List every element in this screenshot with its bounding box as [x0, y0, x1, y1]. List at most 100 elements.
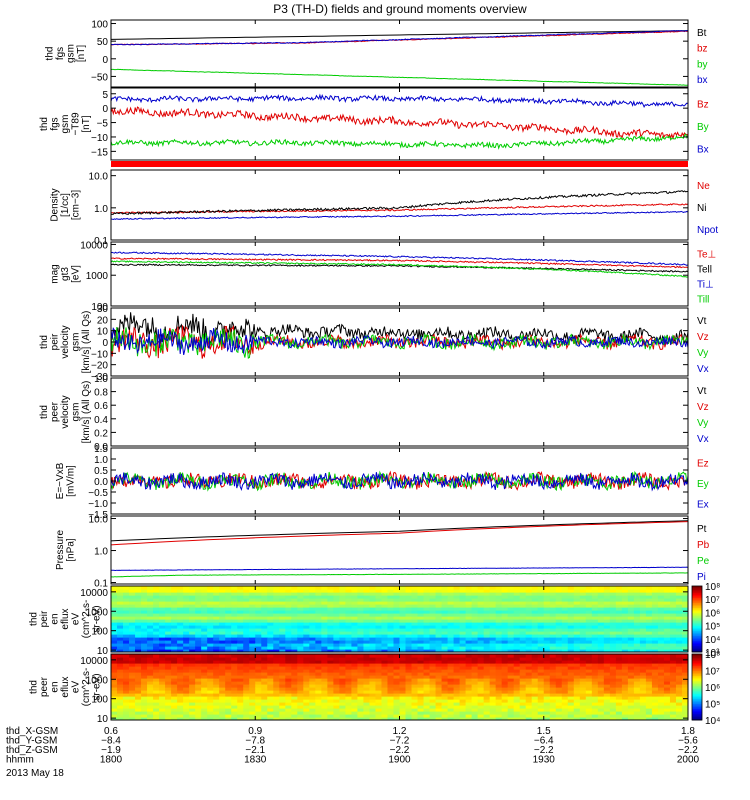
- spectrogram-cell: [603, 663, 611, 667]
- spectrogram-cell: [597, 684, 605, 688]
- spectrogram-cell: [249, 637, 256, 641]
- spectrogram-cell: [357, 595, 365, 599]
- spectrogram-cell: [585, 595, 593, 599]
- spectrogram-cell: [153, 708, 160, 712]
- spectrogram-cell: [369, 705, 377, 709]
- spectrogram-cell: [219, 592, 226, 596]
- spectrogram-cell: [483, 669, 491, 673]
- spectrogram-cell: [249, 604, 256, 608]
- spectrogram-cell: [183, 711, 190, 715]
- spectrogram-cell: [291, 628, 298, 632]
- spectrogram-cell: [417, 684, 425, 688]
- spectrogram-cell: [117, 711, 124, 715]
- spectrogram-cell: [621, 687, 629, 691]
- spectrogram-cell: [591, 672, 599, 676]
- spectrogram-cell: [237, 708, 244, 712]
- spectrogram-cell: [663, 714, 671, 718]
- colorbar-swatch: [692, 706, 702, 709]
- spectrogram-cell: [489, 654, 497, 658]
- spectrogram-cell: [249, 622, 256, 626]
- spectrogram-cell: [615, 595, 623, 599]
- spectrogram-cell: [225, 640, 232, 644]
- spectrogram-cell: [363, 708, 371, 712]
- spectrogram-cell: [609, 702, 617, 706]
- spectrogram-cell: [207, 625, 214, 629]
- spectrogram-cell: [123, 589, 130, 593]
- spectrogram-cell: [423, 616, 431, 620]
- spectrogram-cell: [321, 607, 328, 611]
- spectrogram-cell: [639, 619, 647, 623]
- colorbar-swatch: [692, 645, 702, 648]
- spectrogram-cell: [135, 631, 142, 635]
- spectrogram-cell: [213, 696, 220, 700]
- spectrogram-cell: [267, 622, 274, 626]
- spectrogram-cell: [381, 684, 389, 688]
- spectrogram-cell: [279, 717, 286, 720]
- spectrogram-cell: [465, 628, 473, 632]
- spectrogram-cell: [387, 610, 395, 614]
- spectrogram-cell: [621, 592, 629, 596]
- spectrogram-cell: [237, 693, 244, 697]
- spectrogram-cell: [441, 613, 449, 617]
- spectrogram-cell: [129, 610, 136, 614]
- spectrogram-cell: [483, 657, 491, 661]
- spectrogram-cell: [657, 663, 665, 667]
- spectrogram-cell: [681, 690, 688, 694]
- spectrogram-cell: [429, 640, 437, 644]
- spectrogram-cell: [315, 699, 322, 703]
- ytick-label: −10: [91, 349, 108, 360]
- spectrogram-cell: [573, 640, 581, 644]
- spectrogram-cell: [123, 601, 130, 605]
- spectrogram-cell: [477, 714, 485, 718]
- spectrogram-cell: [219, 711, 226, 715]
- spectrogram-cell: [339, 690, 347, 694]
- spectrogram-cell: [141, 646, 148, 650]
- spectrogram-cell: [429, 663, 437, 667]
- spectrogram-cell: [243, 702, 250, 706]
- spectrogram-cell: [363, 699, 371, 703]
- spectrogram-cell: [423, 684, 431, 688]
- spectrogram-cell: [645, 687, 653, 691]
- spectrogram-cell: [189, 711, 196, 715]
- spectrogram-cell: [561, 693, 569, 697]
- spectrogram-cell: [147, 663, 154, 667]
- spectrogram-cell: [579, 628, 587, 632]
- spectrogram-cell: [477, 717, 485, 720]
- spectrogram-cell: [297, 699, 304, 703]
- spectrogram-cell: [279, 625, 286, 629]
- spectrogram-cell: [375, 669, 383, 673]
- spectrogram-cell: [543, 714, 551, 718]
- spectrogram-cell: [591, 634, 599, 638]
- spectrogram-cell: [117, 595, 124, 599]
- ylabel-line: thd: [29, 612, 40, 626]
- spectrogram-cell: [495, 622, 503, 626]
- spectrogram-cell: [447, 696, 455, 700]
- spectrogram-cell: [603, 598, 611, 602]
- spectrogram-cell: [639, 586, 647, 590]
- spectrogram-cell: [507, 654, 515, 658]
- spectrogram-cell: [549, 690, 557, 694]
- spectrogram-cell: [447, 714, 455, 718]
- spectrogram-cell: [171, 610, 178, 614]
- spectrogram-cell: [141, 601, 148, 605]
- spectrogram-cell: [573, 693, 581, 697]
- spectrogram-cell: [549, 634, 557, 638]
- spectrogram-cell: [177, 675, 184, 679]
- spectrogram-cell: [465, 637, 473, 641]
- spectrogram-cell: [411, 586, 419, 590]
- spectrogram-cell: [153, 699, 160, 703]
- spectrogram-cell: [477, 616, 485, 620]
- spectrogram-cell: [423, 666, 431, 670]
- spectrogram-cell: [657, 684, 665, 688]
- spectrogram-cell: [417, 592, 425, 596]
- spectrogram-cell: [243, 613, 250, 617]
- spectrogram-cell: [681, 601, 688, 605]
- spectrogram-cell: [375, 672, 383, 676]
- spectrogram-cell: [273, 613, 280, 617]
- spectrogram-cell: [675, 628, 683, 632]
- spectrogram-cell: [159, 649, 166, 652]
- spectrogram-cell: [375, 640, 383, 644]
- spectrogram-cell: [675, 619, 683, 623]
- colorbar-swatch: [692, 650, 702, 653]
- spectrogram-cell: [183, 672, 190, 676]
